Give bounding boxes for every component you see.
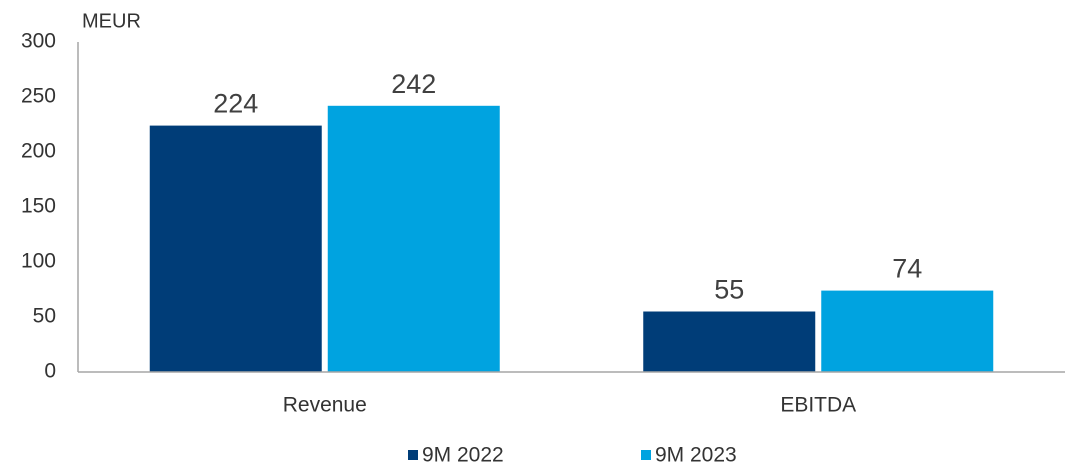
legend-marker: [641, 450, 651, 460]
legend-label: 9M 2023: [655, 444, 737, 467]
value-label: 242: [391, 69, 436, 99]
y-axis-label: MEUR: [82, 10, 141, 32]
y-tick-label: 200: [21, 140, 56, 163]
bar: [327, 105, 500, 373]
y-tick-label: 250: [21, 85, 56, 108]
value-label: 55: [714, 275, 744, 305]
y-tick-label: 300: [21, 30, 56, 53]
y-tick-label: 50: [33, 305, 56, 328]
legend-marker: [408, 450, 418, 460]
y-tick-label: 150: [21, 195, 56, 218]
y-tick-label: 0: [44, 360, 56, 383]
bar: [643, 311, 816, 372]
bar: [821, 290, 994, 372]
value-label: 74: [892, 254, 922, 284]
value-label: 224: [213, 89, 258, 119]
x-tick-label: EBITDA: [780, 394, 856, 417]
x-tick-label: Revenue: [283, 394, 367, 417]
y-tick-label: 100: [21, 250, 56, 273]
bar: [149, 125, 322, 372]
legend-label: 9M 2022: [422, 444, 504, 467]
